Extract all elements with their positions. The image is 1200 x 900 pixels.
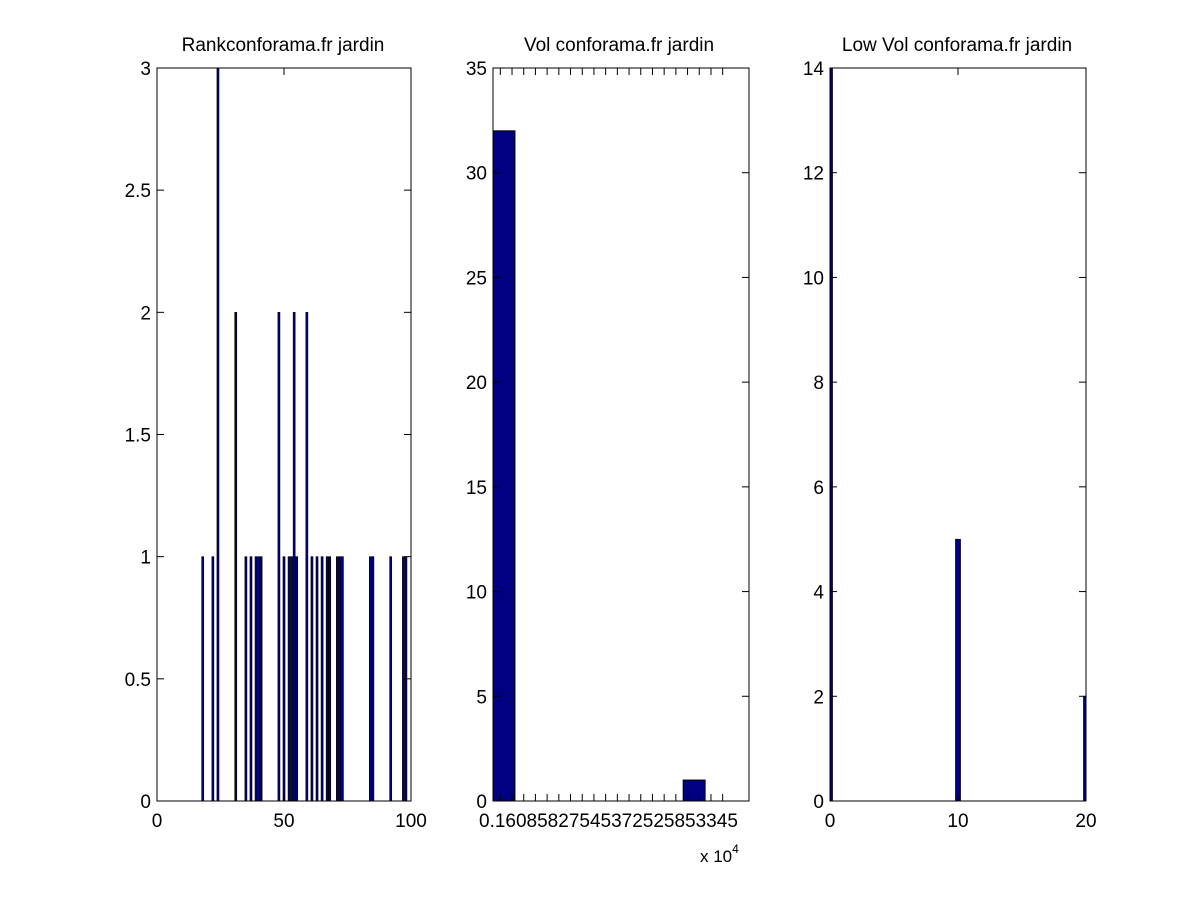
volume-exponent-base: x 10 bbox=[700, 847, 732, 866]
rank-y-tick-label-5: 2.5 bbox=[125, 181, 151, 202]
rank-y-tick-label-0: 0 bbox=[140, 792, 151, 813]
rank-bar-11 bbox=[287, 556, 291, 802]
rank-bar-7 bbox=[257, 556, 260, 802]
rank-bar-5 bbox=[249, 556, 253, 802]
low-volume-x-tick-label-0: 0 bbox=[825, 811, 836, 832]
rank-histogram-panel: Rankconforama.fr jardin 0 50 100 0 0.5 1 1.5 2… bbox=[125, 35, 427, 832]
rank-bar-17 bbox=[315, 556, 319, 802]
rank-bar-15 bbox=[305, 312, 309, 802]
rank-y-ticks: 0 0.5 1 1.5 2 2.5 3 bbox=[125, 59, 411, 813]
rank-x-ticks: 0 50 100 bbox=[152, 68, 427, 832]
low-volume-x-tick-label-2: 20 bbox=[1075, 811, 1096, 832]
rank-y-tick-label-4: 2 bbox=[140, 303, 151, 324]
rank-y-tick-label-3: 1.5 bbox=[125, 426, 151, 447]
low-volume-chart-title: Low Vol conforama.fr jardin bbox=[842, 35, 1072, 56]
low-volume-y-tick-label-2: 4 bbox=[813, 583, 824, 604]
low-volume-histogram-panel: Low Vol conforama.fr jardin 0 10 20 0 2 4 6 8 1… bbox=[803, 35, 1097, 832]
rank-bar-4 bbox=[244, 556, 248, 802]
volume-bar-1 bbox=[682, 779, 706, 802]
volume-x-ticks bbox=[499, 68, 724, 801]
low-volume-bar-1 bbox=[955, 538, 961, 802]
volume-y-tick-label-7: 35 bbox=[466, 59, 487, 80]
rank-bar-18 bbox=[320, 556, 324, 802]
volume-y-tick-label-4: 20 bbox=[466, 373, 487, 394]
volume-x-tick-labels: 0.16085827545372525853345 bbox=[479, 811, 738, 832]
rank-x-tick-label-1: 50 bbox=[273, 811, 294, 832]
rank-bar-26 bbox=[389, 556, 392, 802]
rank-bar-9 bbox=[277, 312, 281, 802]
rank-bar-20 bbox=[328, 556, 332, 802]
low-volume-y-tick-label-6: 12 bbox=[803, 164, 824, 185]
rank-bar-19 bbox=[325, 556, 329, 802]
rank-x-tick-label-0: 0 bbox=[152, 811, 163, 832]
rank-bar-2 bbox=[216, 67, 220, 802]
volume-y-tick-label-0: 0 bbox=[476, 792, 487, 813]
rank-bar-8 bbox=[259, 556, 263, 802]
volume-y-tick-label-5: 25 bbox=[466, 268, 487, 289]
volume-y-ticks: 0 5 10 15 20 25 30 35 bbox=[466, 59, 749, 813]
volume-histogram-panel: Vol conforama.fr jardin 0 5 10 15 20 25 30 35 0… bbox=[466, 35, 750, 866]
rank-bar-3 bbox=[234, 312, 238, 802]
rank-chart-title: Rankconforama.fr jardin bbox=[182, 35, 385, 56]
low-volume-y-tick-label-0: 0 bbox=[813, 792, 824, 813]
volume-exponent-power: 4 bbox=[732, 842, 739, 856]
rank-bar-13 bbox=[292, 312, 296, 802]
rank-bar-14 bbox=[295, 556, 299, 802]
rank-bar-10 bbox=[282, 556, 286, 802]
rank-bar-22 bbox=[338, 556, 342, 802]
rank-bar-24 bbox=[369, 556, 372, 802]
rank-y-tick-label-2: 1 bbox=[140, 548, 151, 569]
volume-y-tick-label-1: 5 bbox=[476, 687, 487, 708]
rank-y-tick-label-6: 3 bbox=[140, 59, 151, 80]
low-volume-y-ticks: 0 2 4 6 8 10 12 14 bbox=[803, 59, 1086, 813]
rank-bar-16 bbox=[310, 556, 314, 802]
low-volume-y-tick-label-5: 10 bbox=[803, 268, 824, 289]
rank-bar-12 bbox=[290, 556, 293, 802]
rank-bar-21 bbox=[336, 556, 339, 802]
low-volume-x-ticks: 0 10 20 bbox=[825, 68, 1097, 832]
low-volume-y-tick-label-4: 8 bbox=[813, 373, 824, 394]
rank-bars bbox=[201, 67, 408, 802]
rank-bar-6 bbox=[254, 556, 258, 802]
rank-bar-0 bbox=[201, 556, 205, 802]
volume-exponent-label: x 104 bbox=[700, 842, 739, 866]
low-volume-y-tick-label-3: 6 bbox=[813, 478, 824, 499]
rank-bar-23 bbox=[341, 556, 344, 802]
rank-y-tick-label-1: 0.5 bbox=[125, 670, 151, 691]
low-volume-y-tick-label-1: 2 bbox=[813, 687, 824, 708]
rank-bar-25 bbox=[371, 556, 375, 802]
rank-x-tick-label-2: 100 bbox=[395, 811, 427, 832]
volume-y-tick-label-3: 15 bbox=[466, 478, 487, 499]
volume-chart-title: Vol conforama.fr jardin bbox=[524, 35, 714, 56]
volume-y-tick-label-6: 30 bbox=[466, 164, 487, 185]
volume-bar-0 bbox=[492, 130, 516, 802]
low-volume-x-tick-label-1: 10 bbox=[947, 811, 968, 832]
volume-y-tick-label-2: 10 bbox=[466, 583, 487, 604]
volume-axes-box bbox=[492, 67, 750, 802]
low-volume-y-tick-label-7: 14 bbox=[803, 59, 825, 80]
rank-bar-1 bbox=[211, 556, 215, 802]
